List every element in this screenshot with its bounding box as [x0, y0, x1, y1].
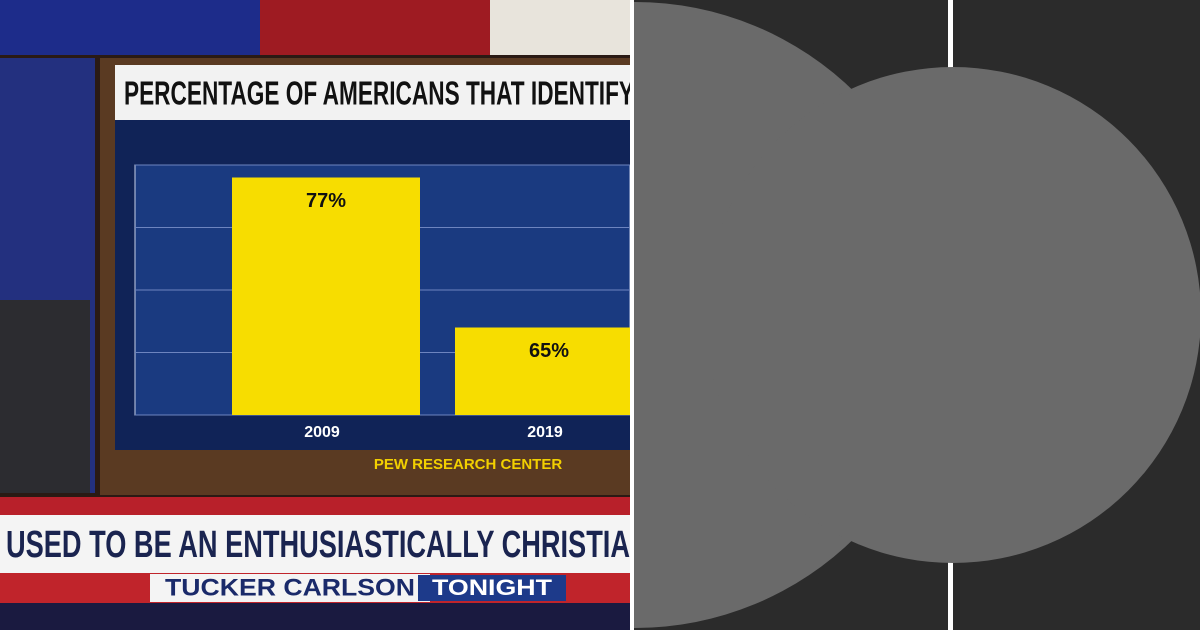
plot: 77% 2009 65% 2019: [135, 164, 630, 441]
anchor: [0, 300, 90, 493]
title-box: [115, 65, 630, 120]
value-label: 65%: [529, 340, 569, 362]
disc: [705, 67, 1200, 563]
x-tick-label: 2019: [527, 424, 563, 441]
headline: USED TO BE AN ENTHUSIASTICALLY CHRISTIA: [6, 524, 630, 566]
backdrop-strip: [490, 0, 630, 55]
show-tag-box: [418, 575, 566, 601]
divider: [630, 0, 634, 630]
chart-title: PERCENTAGE OF AMERICANS THAT IDENTIFY: [124, 75, 634, 112]
show-tag: TONIGHT: [432, 575, 553, 600]
value-label: 77%: [306, 190, 346, 212]
source: PEW RESEARCH CENTER: [374, 456, 563, 473]
backdrop-strip: [0, 0, 260, 55]
x-tick-label: 2009: [304, 424, 340, 441]
strip: [0, 497, 630, 515]
backdrop-strip: [260, 0, 490, 55]
lower-third: [0, 515, 630, 573]
broadcast: PERCENTAGE OF AMERICANS THAT IDENTIFY 77…: [0, 0, 634, 630]
show-box: [150, 574, 430, 602]
show-name: TUCKER CARLSON: [165, 574, 415, 601]
footer: [0, 603, 630, 630]
bar: [455, 327, 630, 415]
bar: [232, 177, 420, 415]
